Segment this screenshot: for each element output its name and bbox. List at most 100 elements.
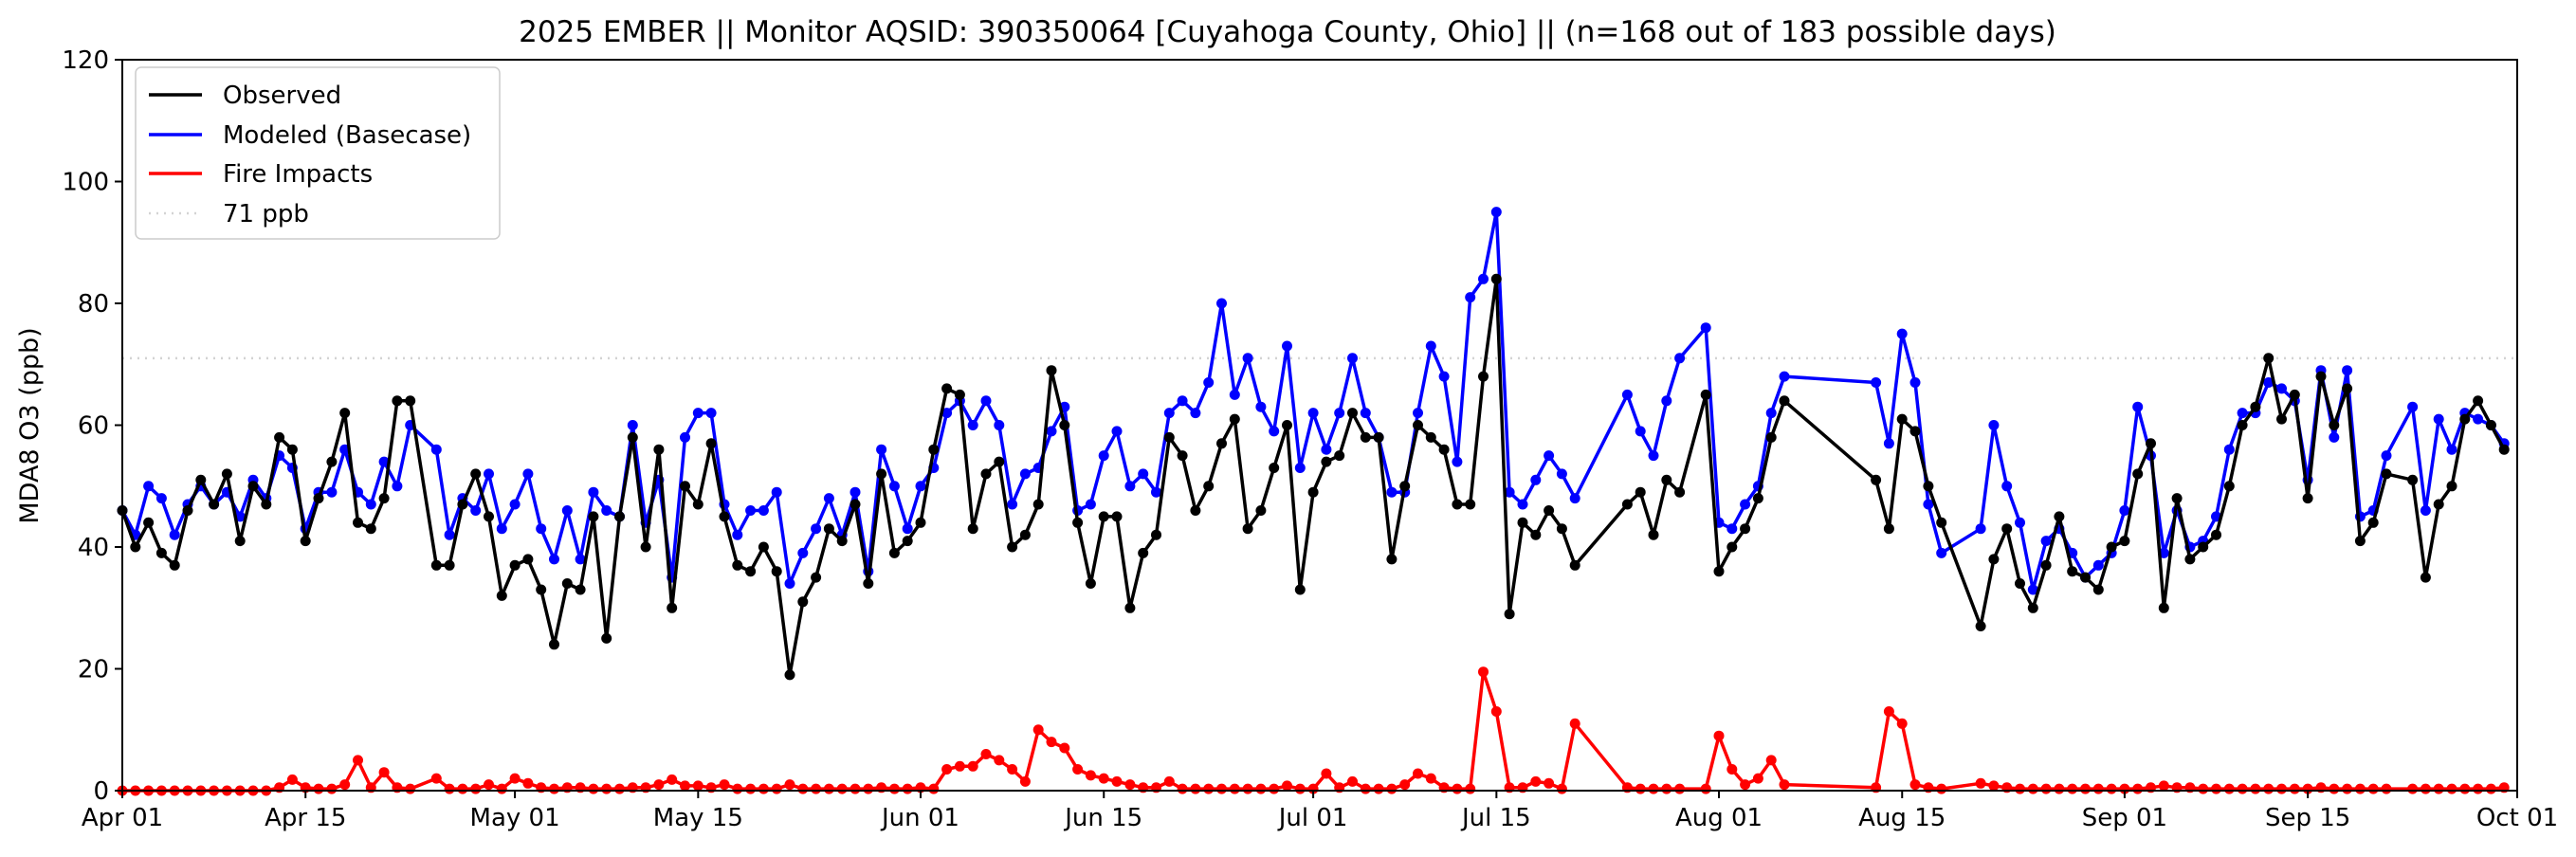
series-line-fire-impacts (122, 669, 2505, 793)
data-point-modeled (561, 505, 573, 516)
data-point-fire-impacts (1713, 730, 1725, 741)
data-point-modeled (1621, 389, 1633, 400)
data-point-observed (143, 517, 155, 528)
data-point-observed (1740, 523, 1751, 535)
data-point-modeled (758, 505, 769, 516)
data-point-observed (1569, 559, 1580, 571)
data-point-fire-impacts (457, 783, 468, 794)
data-point-modeled (549, 554, 559, 565)
series-layer (117, 207, 2510, 796)
data-point-fire-impacts (1765, 755, 1777, 766)
data-point-observed (915, 517, 926, 528)
data-point-fire-impacts (2132, 783, 2144, 794)
data-point-fire-impacts (2223, 783, 2235, 794)
data-point-observed (2171, 493, 2183, 504)
data-point-fire-impacts (1229, 783, 1240, 794)
data-point-fire-impacts (863, 783, 874, 794)
data-point-modeled (941, 408, 953, 419)
data-point-fire-impacts (509, 773, 521, 784)
data-point-modeled (588, 486, 599, 498)
data-point-observed (1621, 499, 1633, 510)
data-point-observed (692, 499, 703, 510)
data-point-modeled (470, 505, 482, 516)
data-point-fire-impacts (2211, 783, 2221, 794)
x-tick-label: Jul 01 (1277, 804, 1348, 832)
data-point-modeled (169, 529, 180, 540)
data-point-fire-impacts (1661, 783, 1672, 794)
data-point-fire-impacts (522, 777, 534, 789)
data-point-fire-impacts (2485, 783, 2496, 794)
data-point-observed (549, 639, 559, 650)
data-point-fire-impacts (1465, 783, 1476, 794)
data-point-fire-impacts (1177, 783, 1188, 794)
data-point-observed (627, 431, 638, 443)
data-point-observed (1216, 438, 1227, 449)
data-point-fire-impacts (1896, 718, 1908, 729)
data-point-modeled (1203, 377, 1215, 388)
data-point-fire-impacts (2367, 783, 2379, 794)
data-point-fire-impacts (1556, 783, 1567, 794)
data-point-observed (1517, 517, 1528, 528)
data-point-observed (902, 536, 913, 547)
data-point-observed (1988, 554, 2000, 565)
data-point-observed (155, 547, 167, 558)
data-point-fire-impacts (680, 780, 690, 792)
data-point-observed (353, 517, 363, 528)
data-point-observed (1923, 481, 1934, 492)
data-point-modeled (1726, 523, 1738, 535)
data-point-fire-impacts (1936, 783, 1947, 794)
data-point-fire-impacts (2433, 783, 2444, 794)
data-point-observed (405, 395, 416, 407)
data-point-modeled (1648, 450, 1659, 462)
data-point-modeled (888, 481, 900, 492)
data-point-observed (1413, 420, 1423, 430)
data-point-modeled (2040, 536, 2052, 547)
y-tick-label: 20 (78, 656, 109, 684)
data-point-modeled (1098, 450, 1109, 462)
data-point-modeled (1307, 408, 1319, 419)
data-point-modeled (1635, 426, 1646, 437)
data-point-modeled (915, 481, 926, 492)
data-point-observed (1504, 609, 1515, 620)
data-point-fire-impacts (1085, 770, 1096, 781)
data-point-modeled (1386, 486, 1398, 498)
data-point-modeled (994, 420, 1005, 430)
data-point-modeled (601, 505, 612, 516)
data-point-fire-impacts (2420, 783, 2431, 794)
data-point-fire-impacts (2237, 783, 2248, 794)
data-point-fire-impacts (1360, 783, 1371, 794)
data-point-fire-impacts (496, 783, 507, 794)
data-point-observed (326, 456, 338, 467)
data-point-observed (2198, 541, 2209, 553)
data-point-modeled (771, 486, 782, 498)
data-point-modeled (1347, 353, 1358, 364)
data-point-observed (509, 559, 521, 571)
x-tick-label: Oct 01 (2476, 804, 2558, 832)
data-point-fire-impacts (1282, 780, 1292, 792)
data-point-fire-impacts (1399, 779, 1411, 791)
data-point-observed (1544, 505, 1555, 516)
data-point-modeled (1740, 499, 1751, 510)
y-tick-label: 60 (78, 412, 109, 441)
data-point-observed (313, 493, 324, 504)
y-tick-label: 40 (78, 534, 109, 562)
data-point-fire-impacts (549, 783, 559, 794)
legend-label-reference-line: 71 ppb (223, 200, 309, 228)
data-point-observed (561, 578, 573, 589)
data-point-observed (339, 408, 351, 419)
data-point-fire-impacts (1544, 777, 1555, 789)
data-point-modeled (155, 493, 167, 504)
data-point-observed (1386, 554, 1398, 565)
data-point-fire-impacts (2329, 783, 2340, 794)
data-point-fire-impacts (1635, 783, 1646, 794)
data-point-fire-impacts (2342, 783, 2353, 794)
data-point-modeled (1883, 438, 1894, 449)
data-point-modeled (1255, 401, 1267, 412)
data-point-modeled (2446, 444, 2457, 455)
data-point-fire-impacts (811, 783, 822, 794)
data-point-modeled (2001, 481, 2013, 492)
data-point-fire-impacts (1569, 718, 1580, 729)
data-point-observed (836, 536, 848, 547)
data-point-observed (1674, 486, 1686, 498)
